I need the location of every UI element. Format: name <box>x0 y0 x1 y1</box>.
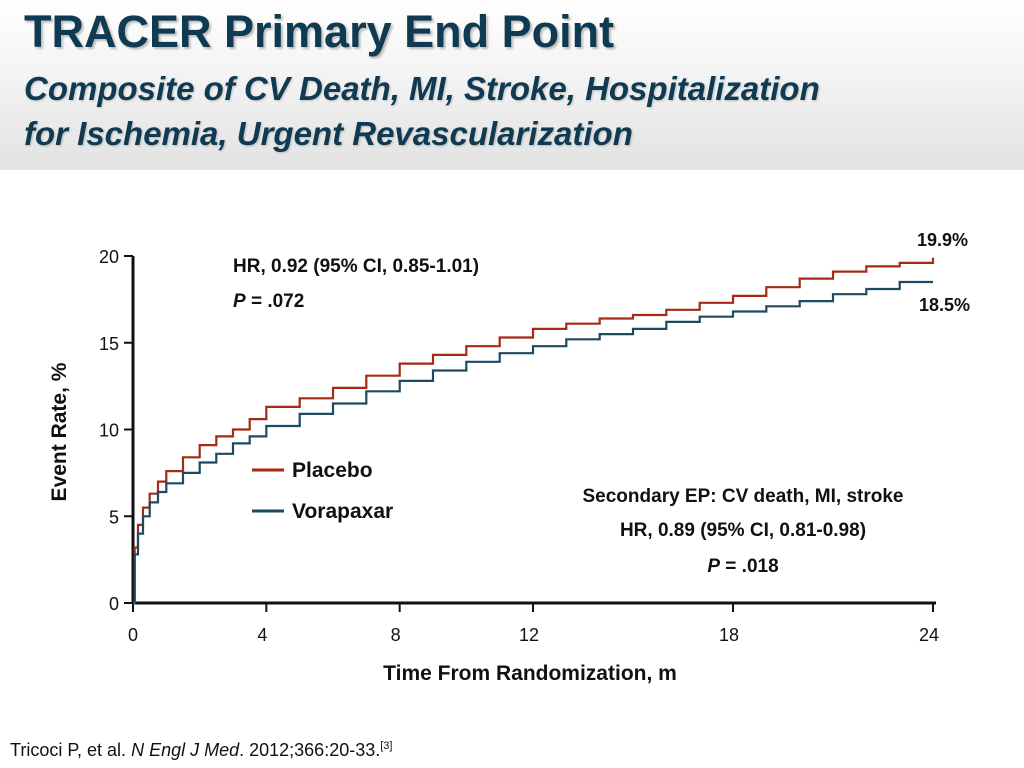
secondary-ep-title: Secondary EP: CV death, MI, stroke <box>583 486 904 507</box>
slide-subtitle-line-1: Composite of CV Death, MI, Stroke, Hospi… <box>24 70 820 107</box>
primary-p-value: = .072 <box>246 291 305 312</box>
vorapaxar-end-label: 18.5% <box>919 295 970 315</box>
chart-legend: Placebo Vorapaxar <box>252 459 393 523</box>
citation-details: . 2012;366:20-33. <box>239 740 381 760</box>
primary-hr-annotation: HR, 0.92 (95% CI, 0.85-1.01) <box>233 256 479 277</box>
legend-vorapaxar-label: Vorapaxar <box>292 500 393 523</box>
secondary-p-label: P <box>707 556 720 577</box>
chart-ticks: 0 5 10 15 20 0 4 8 12 18 24 <box>99 247 939 645</box>
x-tick-label: 18 <box>719 625 739 645</box>
legend-placebo-label: Placebo <box>292 459 373 482</box>
x-tick-label: 4 <box>257 625 267 645</box>
x-tick-label: 8 <box>391 625 401 645</box>
x-tick-label: 12 <box>519 625 539 645</box>
y-tick-label: 10 <box>99 421 119 441</box>
y-tick-label: 0 <box>109 594 119 614</box>
citation-authors: Tricoci P, et al. <box>10 740 127 760</box>
secondary-p-annotation: P = .018 <box>707 556 778 577</box>
y-tick-label: 15 <box>99 334 119 354</box>
y-tick-label: 20 <box>99 247 119 267</box>
vorapaxar-series-line <box>133 280 933 605</box>
footer-citation: Tricoci P, et al. N Engl J Med. 2012;366… <box>10 740 392 761</box>
citation-ref: [3] <box>380 740 393 752</box>
slide-header: TRACER Primary End Point Composite of CV… <box>0 0 1024 170</box>
placebo-series-line <box>133 257 935 605</box>
slide-title: TRACER Primary End Point <box>24 6 615 57</box>
x-tick-label: 24 <box>919 625 939 645</box>
citation-journal: N Engl J Med <box>131 740 240 760</box>
primary-p-label: P <box>233 291 246 312</box>
secondary-p-value: = .018 <box>720 556 779 577</box>
chart-series <box>133 257 935 605</box>
event-rate-chart: 0 5 10 15 20 0 4 8 12 18 24 Event Rate, % Time Fro… <box>48 230 970 685</box>
slide-subtitle-line-2: for Ischemia, Urgent Revascularization <box>24 115 633 152</box>
y-tick-label: 5 <box>109 507 119 527</box>
x-axis-label: Time From Randomization, m <box>383 662 677 685</box>
slide-subtitle: Composite of CV Death, MI, Stroke, Hospi… <box>24 66 820 156</box>
secondary-hr-annotation: HR, 0.89 (95% CI, 0.81-0.98) <box>620 520 866 541</box>
primary-p-annotation: P = .072 <box>233 291 304 312</box>
placebo-end-label: 19.9% <box>917 230 968 250</box>
y-axis-label: Event Rate, % <box>48 362 71 501</box>
x-tick-label: 0 <box>128 625 138 645</box>
